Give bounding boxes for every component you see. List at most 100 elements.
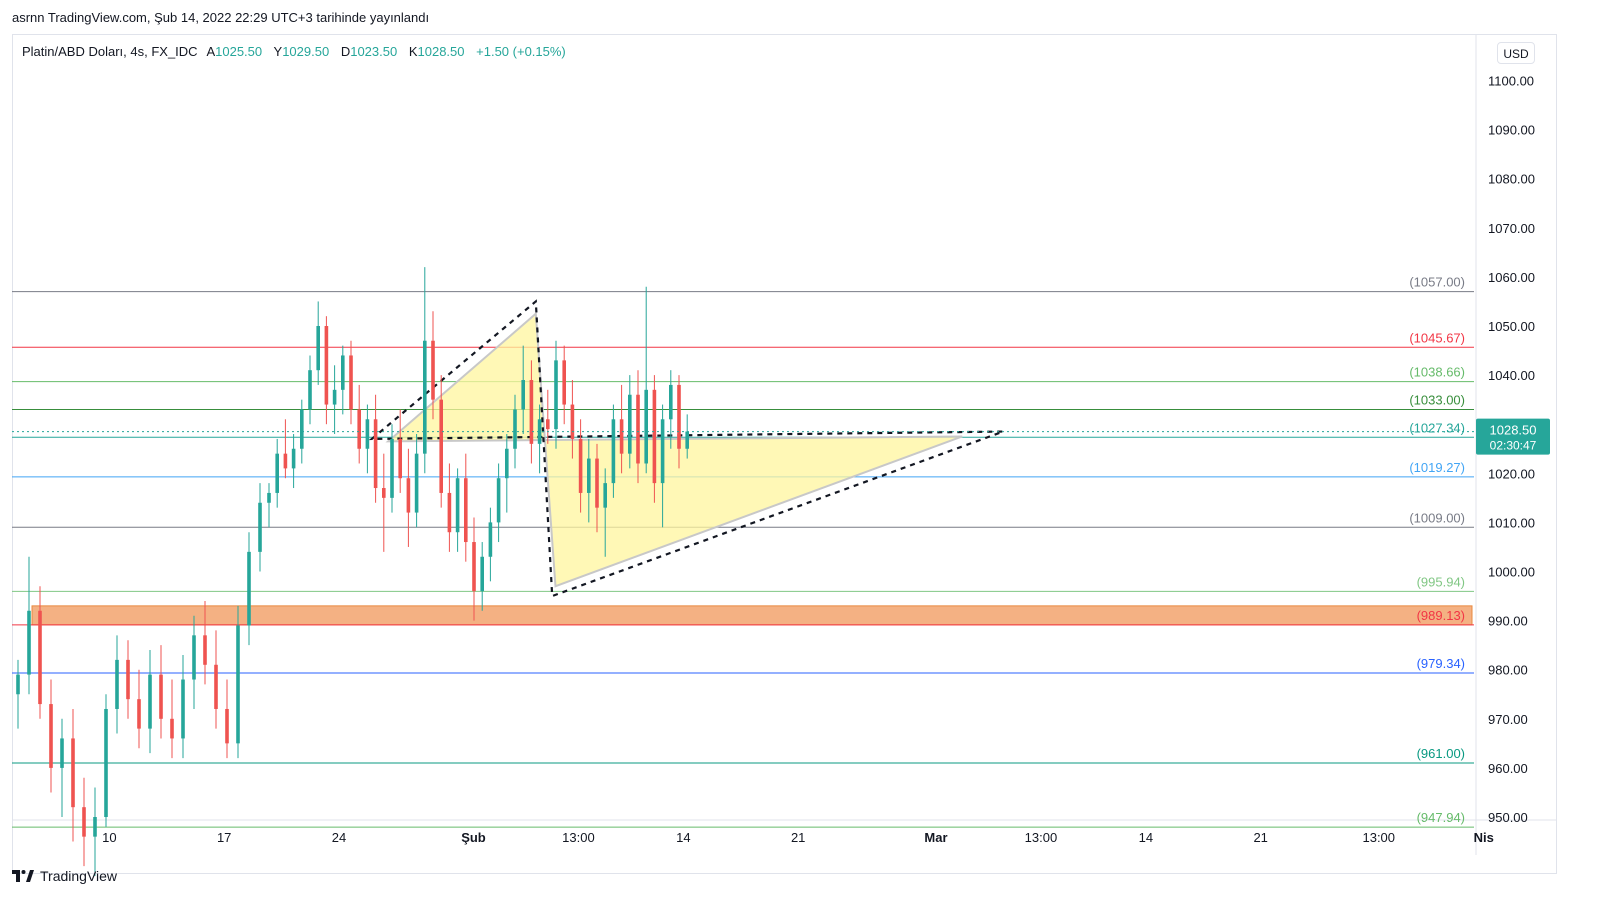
diamond-pattern bbox=[368, 299, 1004, 598]
candle-body bbox=[398, 438, 402, 479]
candle-body bbox=[628, 394, 632, 454]
current-price-badge bbox=[1476, 418, 1550, 455]
candle-body bbox=[181, 679, 185, 739]
candle-body bbox=[236, 625, 240, 744]
level-label: (979.34) bbox=[1417, 656, 1465, 671]
candle-body bbox=[480, 556, 484, 592]
level-label: (1045.67) bbox=[1409, 330, 1465, 345]
y-tick-label: 1000.00 bbox=[1488, 565, 1535, 580]
candle-body bbox=[652, 389, 657, 484]
candle-body bbox=[341, 355, 345, 390]
level-label: (989.13) bbox=[1417, 608, 1465, 623]
x-tick-label: 13:00 bbox=[562, 830, 595, 845]
candle-body bbox=[644, 389, 648, 464]
y-tick-label: 1070.00 bbox=[1488, 221, 1535, 236]
candle-body bbox=[619, 419, 624, 454]
y-tick-label: 980.00 bbox=[1488, 663, 1528, 678]
candle-body bbox=[357, 409, 361, 449]
y-tick-label: 1060.00 bbox=[1488, 270, 1535, 285]
legend-open-label: A bbox=[206, 44, 216, 59]
candle-body bbox=[267, 492, 271, 503]
x-tick-label: 24 bbox=[332, 830, 346, 845]
candle-body bbox=[137, 699, 141, 729]
y-tick-label: 1080.00 bbox=[1488, 172, 1535, 187]
candle-body bbox=[660, 419, 665, 484]
level-label: (1057.00) bbox=[1409, 275, 1465, 290]
legend-low-value: 1023.50 bbox=[350, 44, 398, 59]
y-tick-label: 1050.00 bbox=[1488, 319, 1535, 334]
candle-body bbox=[82, 807, 86, 837]
candle-body bbox=[126, 659, 130, 700]
tradingview-icon bbox=[12, 870, 34, 882]
candle-body bbox=[455, 478, 460, 533]
level-label: (1019.27) bbox=[1409, 460, 1465, 475]
x-tick-label: 13:00 bbox=[1025, 830, 1058, 845]
candle-body bbox=[148, 674, 152, 729]
candle-body bbox=[423, 340, 427, 454]
candle-body bbox=[60, 738, 64, 768]
candle-body bbox=[587, 458, 591, 493]
legend-high-label: Y bbox=[273, 44, 283, 59]
candle-body bbox=[578, 438, 583, 493]
x-tick-label: Nis bbox=[1474, 830, 1494, 845]
x-tick-label: 14 bbox=[1139, 830, 1153, 845]
tradingview-logo[interactable]: TradingView bbox=[12, 866, 117, 886]
footer-brand: TradingView bbox=[40, 868, 118, 884]
y-tick-label: 960.00 bbox=[1488, 761, 1528, 776]
candle-body bbox=[677, 384, 681, 449]
candle-body bbox=[275, 453, 279, 493]
candle-body bbox=[38, 610, 42, 705]
legend-symbol[interactable]: Platin/ABD Doları, 4s, FX_IDC bbox=[22, 44, 198, 59]
candle-body bbox=[27, 610, 31, 675]
countdown-value: 02:30:47 bbox=[1490, 439, 1537, 453]
candle-body bbox=[488, 522, 493, 557]
candle-body bbox=[603, 483, 607, 508]
level-label: (947.94) bbox=[1417, 810, 1465, 825]
candle-body bbox=[611, 419, 616, 484]
y-tick-label: 990.00 bbox=[1488, 614, 1528, 629]
candle-body bbox=[496, 478, 501, 523]
candle-body bbox=[554, 360, 558, 430]
candle-body bbox=[247, 551, 251, 626]
candle-body bbox=[192, 635, 196, 680]
candle-body bbox=[300, 409, 304, 449]
legend-low-label: D bbox=[340, 44, 351, 59]
legend-change: +1.50 (+0.15%) bbox=[476, 44, 566, 59]
candle-body bbox=[324, 326, 329, 405]
candle-body bbox=[365, 419, 370, 449]
candle-body bbox=[685, 431, 689, 449]
candle-body bbox=[472, 542, 476, 592]
candle-body bbox=[390, 438, 394, 498]
candle-body bbox=[636, 394, 640, 464]
x-tick-label: 17 bbox=[217, 830, 231, 845]
candle-body bbox=[214, 664, 218, 709]
y-tick-label: 1010.00 bbox=[1488, 515, 1535, 530]
candle-body bbox=[513, 409, 517, 449]
legend-high-value: 1029.50 bbox=[282, 44, 330, 59]
legend-close-value: 1028.50 bbox=[417, 44, 465, 59]
level-label: (1027.34) bbox=[1409, 420, 1465, 435]
chart-frame[interactable] bbox=[12, 34, 1557, 874]
y-tick-label: 970.00 bbox=[1488, 712, 1528, 727]
x-tick-label: Mar bbox=[924, 830, 947, 845]
candle-body bbox=[349, 355, 353, 410]
candle-body bbox=[49, 704, 53, 768]
candle-body bbox=[16, 674, 20, 695]
candle-body bbox=[464, 478, 468, 543]
candle-body bbox=[505, 448, 509, 479]
candle-body bbox=[308, 370, 312, 410]
level-label: (1038.66) bbox=[1409, 365, 1465, 380]
candle-body bbox=[546, 419, 550, 430]
y-tick-label: 1040.00 bbox=[1488, 368, 1535, 383]
current-price-value: 1028.50 bbox=[1490, 423, 1537, 438]
x-tick-label: 21 bbox=[1253, 830, 1267, 845]
x-tick-label: 13:00 bbox=[1362, 830, 1395, 845]
candle-body bbox=[203, 635, 207, 665]
candle-body bbox=[258, 502, 262, 552]
candle-body bbox=[570, 404, 575, 439]
x-tick-label: 21 bbox=[791, 830, 805, 845]
candle-body bbox=[537, 419, 542, 444]
candle-body bbox=[406, 478, 411, 513]
currency-button[interactable]: USD bbox=[1497, 42, 1535, 64]
